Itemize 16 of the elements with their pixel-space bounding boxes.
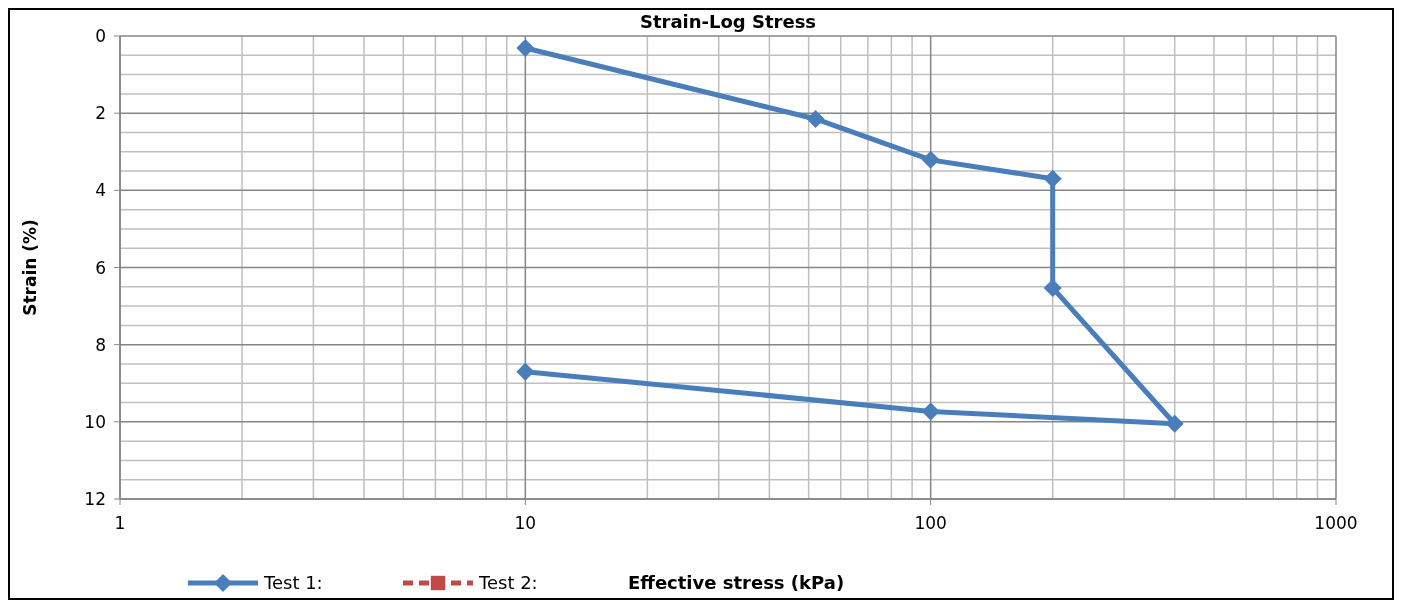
x-tick-label: 100 bbox=[914, 513, 947, 533]
x-axis-title: Effective stress (kPa) bbox=[628, 572, 845, 593]
y-axis-title: Strain (%) bbox=[20, 219, 40, 316]
legend-label: Test 2: bbox=[478, 572, 538, 593]
legend-label: Test 1: bbox=[263, 572, 323, 593]
y-tick-label: 12 bbox=[84, 489, 106, 509]
y-tick-label: 0 bbox=[95, 26, 106, 46]
x-tick-label: 10 bbox=[514, 513, 537, 533]
x-tick-label: 1000 bbox=[1314, 513, 1358, 533]
y-tick-label: 10 bbox=[84, 411, 106, 432]
y-tick-label: 4 bbox=[95, 180, 106, 201]
chart-title: Strain-Log Stress bbox=[639, 11, 817, 32]
y-tick-label: 8 bbox=[95, 334, 106, 355]
x-tick-label: 1 bbox=[114, 513, 126, 533]
y-tick-label: 6 bbox=[95, 257, 106, 278]
y-tick-label: 2 bbox=[95, 103, 106, 124]
